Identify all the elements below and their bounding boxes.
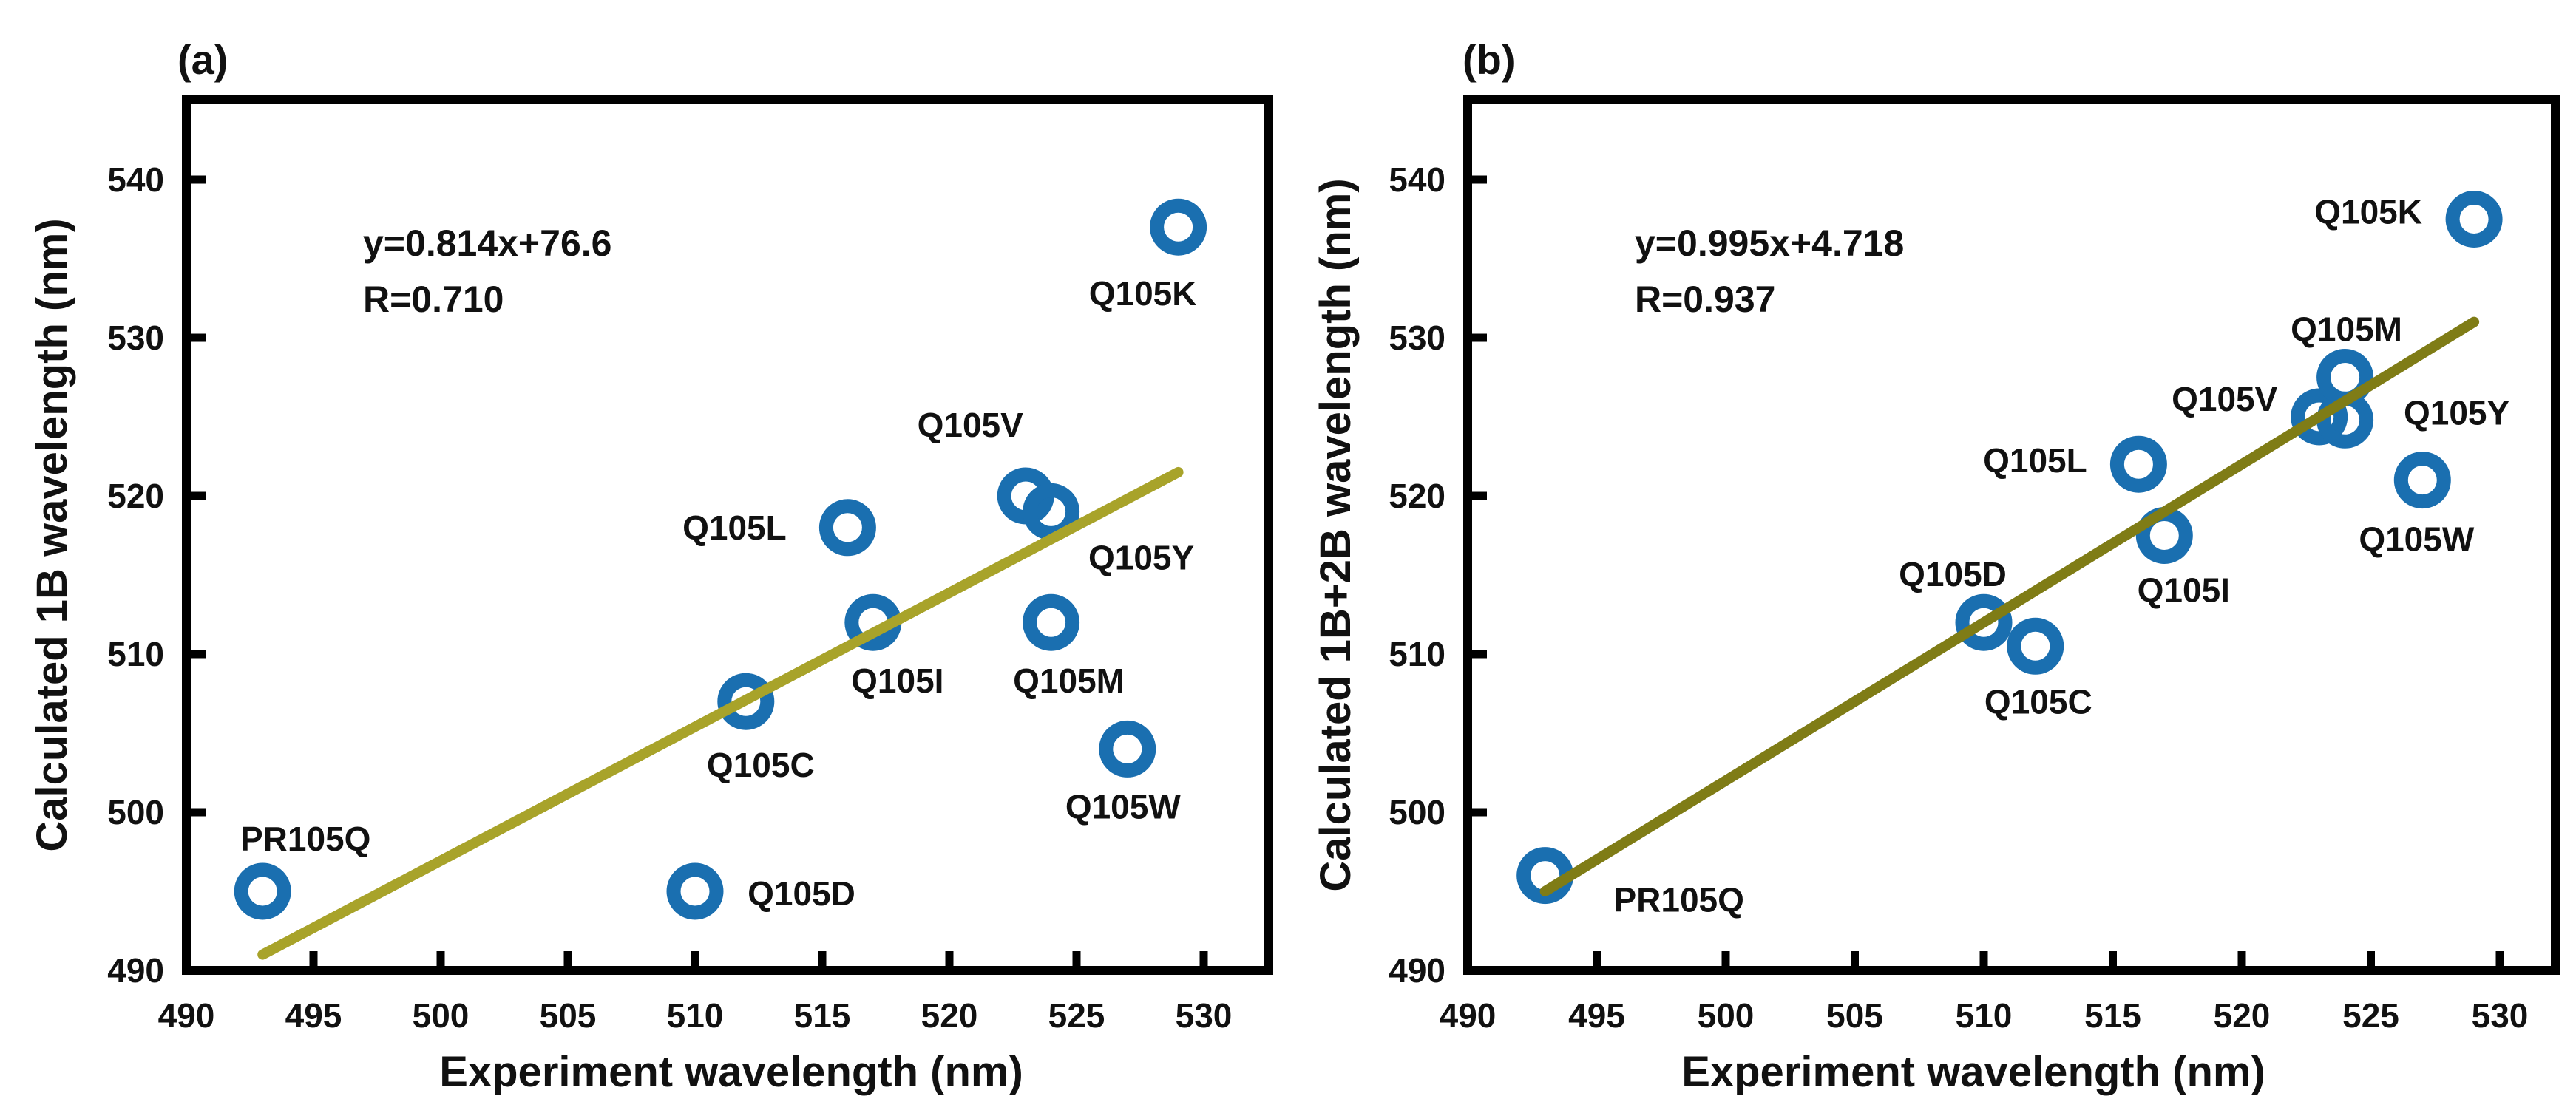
data-point-marker bbox=[666, 862, 724, 920]
y-tick-label: 510 bbox=[1389, 635, 1445, 673]
data-point-marker bbox=[2007, 617, 2064, 675]
data-point-label: Q105W bbox=[1065, 787, 1182, 826]
data-point-marker bbox=[717, 673, 775, 730]
data-point-label: PR105Q bbox=[240, 820, 370, 858]
data-point-label: Q105K bbox=[2314, 193, 2422, 231]
y-tick-label: 530 bbox=[107, 319, 164, 357]
data-point-marker bbox=[2109, 435, 2167, 493]
data-point-label: Q105V bbox=[2172, 380, 2278, 418]
x-tick-label: 510 bbox=[667, 996, 724, 1035]
fit-equation: y=0.814x+76.6 bbox=[363, 222, 611, 264]
fit-line bbox=[257, 466, 1184, 960]
data-point-marker bbox=[1150, 198, 1207, 256]
x-tick-label: 525 bbox=[1048, 996, 1105, 1035]
data-point-label: Q105L bbox=[1983, 441, 2087, 480]
data-point-label: Q105M bbox=[2291, 310, 2402, 349]
y-tick-label: 490 bbox=[107, 951, 164, 990]
y-tick-label: 490 bbox=[1389, 951, 1445, 990]
data-point-label: Q105W bbox=[2359, 520, 2475, 559]
x-tick-label: 490 bbox=[1440, 996, 1497, 1035]
y-tick-label: 540 bbox=[107, 160, 164, 199]
data-point-label: Q105Y bbox=[2404, 393, 2509, 432]
x-tick-label: 505 bbox=[540, 996, 597, 1035]
data-point-marker bbox=[2393, 452, 2451, 509]
x-tick-label: 500 bbox=[1698, 996, 1755, 1035]
data-point-marker bbox=[1023, 483, 1080, 540]
data-point-label: PR105Q bbox=[1613, 881, 1743, 919]
data-point-marker bbox=[2291, 388, 2348, 446]
x-tick-label: 515 bbox=[794, 996, 851, 1035]
y-tick-label: 520 bbox=[107, 477, 164, 515]
x-axis-label: Experiment wavelength (nm) bbox=[439, 1048, 1023, 1096]
x-tick-label: 500 bbox=[413, 996, 470, 1035]
fit-equation: y=0.995x+4.718 bbox=[1635, 222, 1904, 264]
data-point-marker bbox=[1099, 720, 1156, 778]
y-tick-label: 530 bbox=[1389, 319, 1445, 357]
data-point-marker bbox=[234, 862, 291, 920]
plot-frame bbox=[1463, 95, 2560, 975]
x-tick-label: 515 bbox=[2084, 996, 2141, 1035]
panel-label: (a) bbox=[177, 36, 228, 83]
y-axis-label: Calculated 1B+2B wavelength (nm) bbox=[1312, 178, 1360, 891]
y-tick-label: 500 bbox=[1389, 793, 1445, 831]
data-point-marker bbox=[1955, 593, 2013, 651]
x-tick-label: 495 bbox=[1568, 996, 1625, 1035]
correlation-r: R=0.937 bbox=[1635, 279, 1775, 320]
y-tick-label: 500 bbox=[107, 793, 164, 831]
data-point-label: Q105C bbox=[1984, 682, 2092, 721]
data-point-label: Q105D bbox=[1899, 555, 2007, 593]
data-point-label: Q105Y bbox=[1088, 538, 1194, 576]
x-axis-label: Experiment wavelength (nm) bbox=[1681, 1048, 2265, 1096]
panel-b: (b) 490 495 500 505 510 515 520 525 530 490 500 510 5… bbox=[1312, 36, 2560, 1096]
x-tick-label: 495 bbox=[285, 996, 342, 1035]
data-point-label: Q105L bbox=[682, 508, 787, 547]
plot-frame bbox=[182, 95, 1273, 975]
panel-label: (b) bbox=[1462, 36, 1516, 83]
data-point-label: Q105V bbox=[918, 406, 1024, 444]
y-tick-label: 540 bbox=[1389, 160, 1445, 199]
x-tick-label: 525 bbox=[2342, 996, 2399, 1035]
x-tick-label: 490 bbox=[158, 996, 215, 1035]
correlation-r: R=0.710 bbox=[363, 279, 504, 320]
x-tick-label: 520 bbox=[2214, 996, 2271, 1035]
x-tick-label: 520 bbox=[921, 996, 978, 1035]
data-point-label: Q105I bbox=[851, 661, 943, 700]
data-point-marker bbox=[1023, 593, 1080, 651]
y-tick-label: 510 bbox=[107, 635, 164, 673]
fit-line bbox=[1539, 316, 2480, 896]
data-point-label: Q105I bbox=[2138, 571, 2230, 610]
panel-a: (a) 490 495 500 505 510 515 520 525 530 490 500 510 5… bbox=[28, 36, 1273, 1096]
x-tick-label: 505 bbox=[1826, 996, 1883, 1035]
data-point-label: Q105C bbox=[707, 746, 815, 784]
x-tick-label: 510 bbox=[1956, 996, 2013, 1035]
data-point-label: Q105K bbox=[1089, 274, 1197, 313]
y-tick-label: 520 bbox=[1389, 477, 1445, 515]
x-tick-label: 530 bbox=[2472, 996, 2529, 1035]
data-point-label: Q105M bbox=[1013, 661, 1125, 700]
y-axis-label: Calculated 1B wavelength (nm) bbox=[28, 218, 76, 851]
data-point-marker bbox=[2445, 191, 2503, 248]
x-tick-label: 530 bbox=[1176, 996, 1233, 1035]
data-point-label: Q105D bbox=[748, 874, 855, 913]
data-point-marker bbox=[818, 499, 876, 557]
